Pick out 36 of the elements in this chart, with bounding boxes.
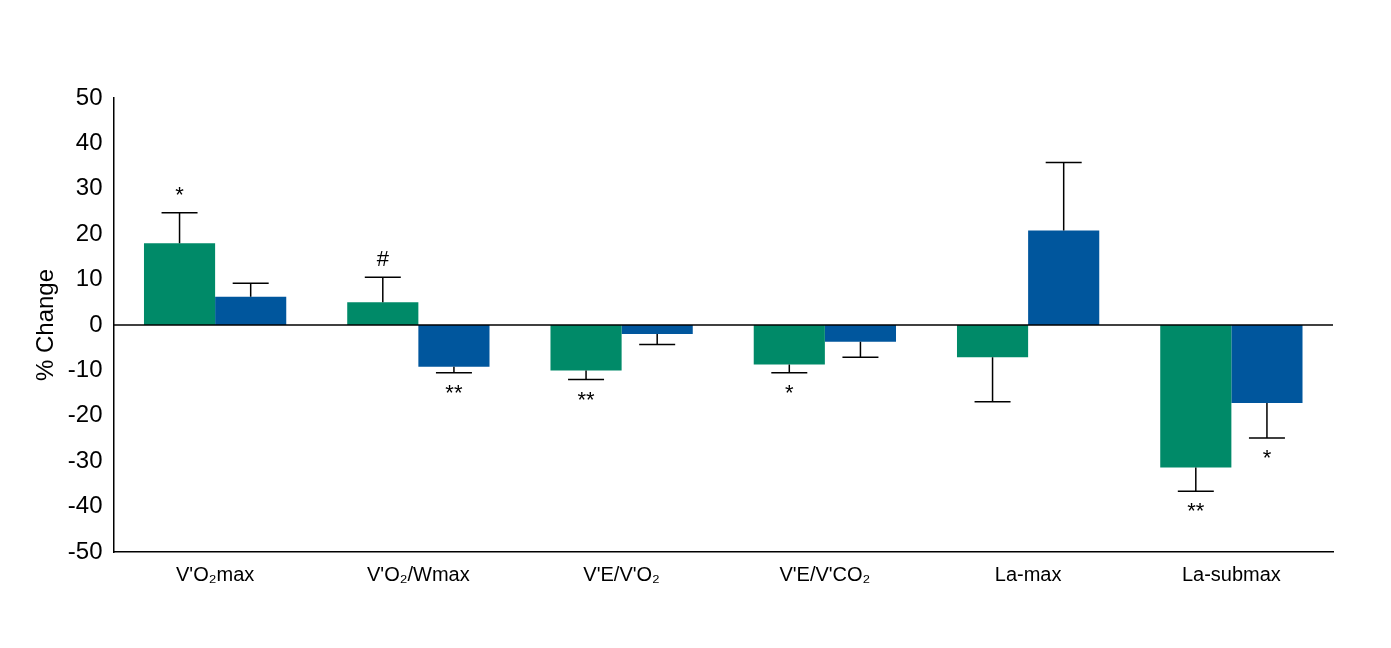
annotation: ** [1187, 498, 1205, 524]
bar [143, 243, 216, 325]
bar [215, 296, 287, 325]
y-tick-label: 50 [75, 82, 103, 110]
y-axis-title: % Change [31, 268, 59, 382]
x-tick-label: V'E/V'CO₂ [779, 562, 871, 585]
bar [418, 325, 490, 367]
annotation: ** [445, 379, 463, 405]
annotation: # [376, 246, 390, 272]
y-tick-label: -20 [67, 400, 103, 428]
bar [956, 325, 1029, 358]
annotation: * [785, 379, 795, 405]
bar [824, 325, 897, 342]
x-tick-label: La-max [994, 562, 1062, 585]
x-tick-label: La-submax [1181, 562, 1281, 585]
y-tick-label: 30 [75, 173, 103, 201]
y-tick-label: 0 [89, 309, 103, 337]
x-tick-label: V'O₂max [175, 562, 255, 585]
annotation: ** [577, 386, 596, 412]
bar [347, 302, 419, 325]
bar [1028, 230, 1100, 325]
y-tick-label: 40 [75, 128, 103, 156]
x-tick-label: V'E/V'O₂ [583, 562, 660, 585]
y-tick-label: -10 [67, 355, 103, 383]
y-tick-label: -40 [67, 491, 103, 519]
annotation: * [1262, 445, 1272, 471]
bar [1160, 325, 1232, 468]
x-tick-label: V'O₂/Wmax [367, 562, 470, 585]
y-tick-label: -50 [67, 536, 103, 564]
y-tick-label: 20 [75, 218, 103, 246]
bar [1231, 325, 1303, 404]
y-tick-label: 10 [75, 264, 103, 292]
bar [753, 325, 825, 365]
bar [550, 325, 622, 371]
annotation: * [175, 181, 185, 207]
y-tick-label: -30 [67, 445, 103, 473]
